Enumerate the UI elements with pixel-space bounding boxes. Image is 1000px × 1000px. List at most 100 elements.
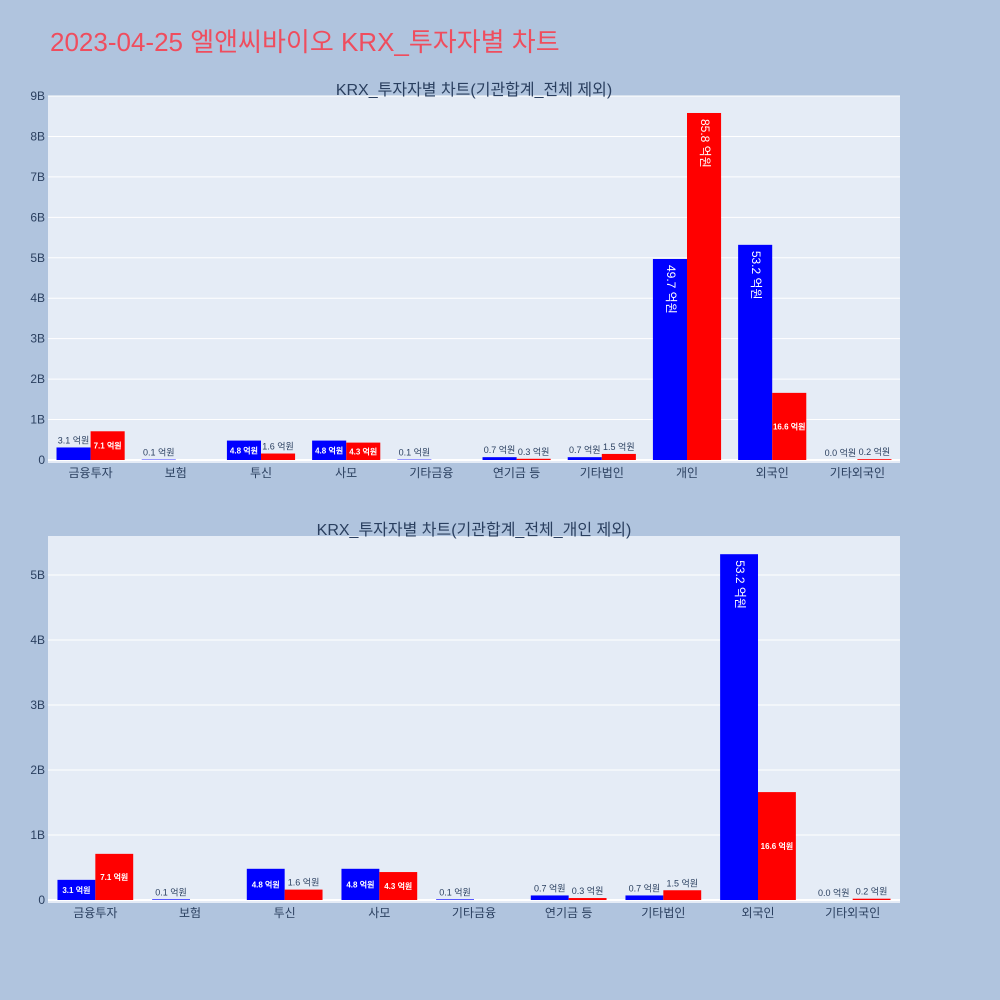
bar-label: 0.1 억원 <box>399 447 431 458</box>
bar-blue <box>152 899 190 900</box>
x-tick-label: 금융투자 <box>73 906 117 920</box>
chart-2: 0 1B 2B 3B 4B 5B KRX_투자자별 차트(기관합계_전체_개인 제외) 금융투… <box>30 521 900 920</box>
x-tick-label: 사모 <box>368 906 390 920</box>
x-tick-label: 기타법인 <box>641 906 685 920</box>
bar-label: 0.0 억원 <box>818 887 850 898</box>
y-tick-label: 2B <box>30 372 45 386</box>
x-tick-label: 투신 <box>250 466 272 480</box>
bar-label: 1.6 억원 <box>288 877 320 888</box>
y-tick-label: 5B <box>30 251 45 265</box>
bar-red <box>346 442 381 460</box>
bar-red <box>379 872 418 900</box>
bar-red <box>601 453 636 460</box>
bar-label: 16.6 억원 <box>761 841 794 851</box>
bar-blue <box>57 879 96 900</box>
bar-blue <box>226 440 261 460</box>
x-tick-label: 기타법인 <box>580 466 624 480</box>
bar-blue <box>341 868 380 900</box>
bar-red <box>687 112 722 460</box>
bar-label: 4.8 억원 <box>230 445 258 455</box>
bar-label: 4.3 억원 <box>349 446 377 456</box>
bar-red <box>284 889 323 900</box>
bar-red <box>95 853 134 900</box>
bar-label: 4.8 억원 <box>252 879 280 889</box>
bar-red <box>852 898 891 900</box>
bar-label: 7.1 억원 <box>94 441 122 451</box>
bar-blue <box>246 868 285 900</box>
y-tick-label: 1B <box>30 413 45 427</box>
bar-label: 85.8 억원 <box>698 119 712 168</box>
y-tick-label: 4B <box>30 633 45 647</box>
bar-label: 3.1 억원 <box>58 434 90 445</box>
bar-label: 49.7 억원 <box>664 265 678 314</box>
x-tick-label: 금융투자 <box>69 466 113 480</box>
y-tick-label: 4B <box>30 291 45 305</box>
bar-blue <box>56 447 91 460</box>
x-tick-label: 보험 <box>165 466 187 480</box>
bar-red <box>758 792 796 900</box>
bar-blue <box>720 554 758 900</box>
x-tick-label: 기타외국인 <box>830 466 885 480</box>
bar-label: 0.1 억원 <box>439 886 471 897</box>
x-tick-label: 사모 <box>335 466 357 480</box>
bar-label: 0.7 억원 <box>534 882 566 893</box>
chart-title: KRX_투자자별 차트(기관합계_전체_개인 제외) <box>317 521 632 539</box>
chart-title: KRX_투자자별 차트(기관합계_전체 제외) <box>336 81 612 99</box>
y-tick-label: 1B <box>30 828 45 842</box>
bar-label: 1.6 억원 <box>262 441 294 452</box>
y-tick-label: 7B <box>30 170 45 184</box>
bar-label: 0.1 억원 <box>155 886 187 897</box>
bar-blue <box>482 457 517 460</box>
bar-blue <box>652 258 687 460</box>
bar-label: 0.7 억원 <box>569 444 601 455</box>
bar-label: 53.2 억원 <box>749 251 763 300</box>
y-tick-label: 5B <box>30 568 45 582</box>
y-tick-label: 0 <box>38 893 45 907</box>
bar-red <box>261 453 296 460</box>
y-tick-label: 8B <box>30 129 45 143</box>
x-tick-label: 기타외국인 <box>825 906 880 920</box>
bar-label: 0.0 억원 <box>825 447 857 458</box>
x-tick-label: 투신 <box>274 906 296 920</box>
bar-blue <box>567 457 602 460</box>
bar-blue <box>738 244 773 460</box>
bar-blue <box>436 899 474 900</box>
bar-blue <box>530 895 569 900</box>
bar-label: 3.1 억원 <box>62 885 90 895</box>
y-tick-label: 0 <box>38 453 45 467</box>
x-tick-label: 보험 <box>179 906 201 920</box>
bar-red <box>663 890 702 900</box>
bar-label: 0.7 억원 <box>629 882 661 893</box>
x-tick-label: 기타금융 <box>452 906 496 920</box>
bar-blue <box>625 895 664 900</box>
x-tick-label: 외국인 <box>741 906 774 920</box>
bar-label: 0.7 억원 <box>484 444 516 455</box>
bar-label: 4.8 억원 <box>315 445 343 455</box>
bar-label: 1.5 억원 <box>666 877 698 888</box>
x-tick-label: 기타금융 <box>409 466 453 480</box>
x-tick-label: 외국인 <box>756 466 789 480</box>
bar-label: 0.2 억원 <box>856 886 888 897</box>
x-tick-label: 연기금 등 <box>545 906 593 920</box>
y-tick-label: 3B <box>30 698 45 712</box>
bar-label: 4.8 억원 <box>346 879 374 889</box>
bar-red <box>857 459 892 460</box>
bar-label: 16.6 억원 <box>773 421 806 431</box>
x-tick-label: 개인 <box>676 466 698 480</box>
bar-label: 0.3 억원 <box>572 885 604 896</box>
bar-blue <box>312 440 347 460</box>
x-tick-label: 연기금 등 <box>493 466 541 480</box>
y-tick-label: 2B <box>30 763 45 777</box>
bar-label: 0.2 억원 <box>859 446 891 457</box>
page-title: 2023-04-25 엘앤씨바이오 KRX_투자자별 차트 <box>50 27 560 57</box>
chart-1: 0 1B 2B 3B 4B 5B 6B 7B 8B 9B KRX_투자자별 차트(기관합계_전체 제… <box>30 81 900 480</box>
bar-label: 7.1 억원 <box>100 872 128 882</box>
y-tick-label: 9B <box>30 89 45 103</box>
bar-label: 53.2 억원 <box>733 560 747 609</box>
bar-label: 1.5 억원 <box>603 441 635 452</box>
bar-red <box>568 898 607 900</box>
bar-red <box>90 431 125 460</box>
bar-red <box>772 392 807 460</box>
y-tick-label: 3B <box>30 332 45 346</box>
